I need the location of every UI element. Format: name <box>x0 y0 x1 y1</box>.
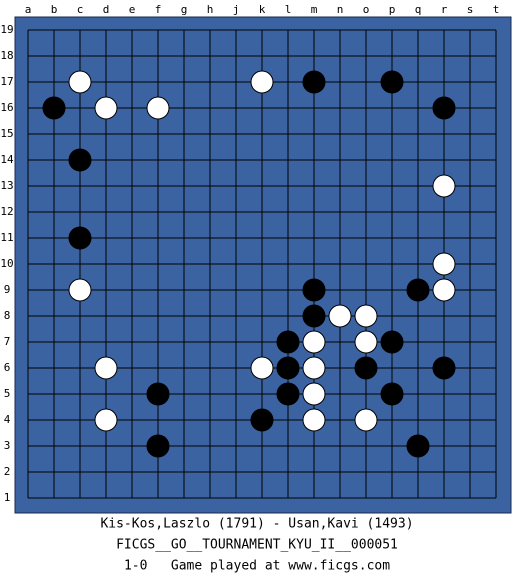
column-label: q <box>415 3 422 16</box>
white-stone <box>302 382 326 406</box>
white-stone <box>354 330 378 354</box>
row-label: 18 <box>0 49 13 62</box>
black-stone <box>432 356 456 380</box>
column-label: k <box>259 3 266 16</box>
row-label: 4 <box>4 413 11 426</box>
row-label: 1 <box>4 491 11 504</box>
row-label: 16 <box>0 101 13 114</box>
white-stone <box>94 356 118 380</box>
result: 1-0 Game played at www.ficgs.com <box>124 559 390 574</box>
black-stone <box>354 356 378 380</box>
row-label: 11 <box>0 231 13 244</box>
column-label: d <box>103 3 110 16</box>
column-label: c <box>77 3 84 16</box>
column-label: j <box>233 3 240 16</box>
row-label: 13 <box>0 179 13 192</box>
column-label: n <box>337 3 344 16</box>
event: FICGS__GO__TOURNAMENT_KYU_II__000051 <box>116 538 398 553</box>
black-stone <box>406 278 430 302</box>
white-stone <box>94 96 118 120</box>
row-label: 7 <box>4 335 11 348</box>
row-label: 6 <box>4 361 11 374</box>
row-label: 17 <box>0 75 13 88</box>
black-stone <box>302 304 326 328</box>
row-label: 3 <box>4 439 11 452</box>
black-stone <box>302 278 326 302</box>
black-stone <box>432 96 456 120</box>
white-stone <box>302 330 326 354</box>
black-stone <box>42 96 66 120</box>
row-label: 12 <box>0 205 13 218</box>
black-stone <box>250 408 274 432</box>
column-label: r <box>441 3 448 16</box>
row-label: 15 <box>0 127 13 140</box>
row-label: 8 <box>4 309 11 322</box>
black-stone <box>380 330 404 354</box>
players: Kis-Kos,Laszlo (1791) - Usan,Kavi (1493) <box>100 517 413 532</box>
black-stone <box>276 330 300 354</box>
column-label: s <box>467 3 474 16</box>
black-stone <box>276 382 300 406</box>
white-stone <box>432 278 456 302</box>
white-stone <box>94 408 118 432</box>
white-stone <box>302 408 326 432</box>
row-label: 10 <box>0 257 13 270</box>
white-stone <box>146 96 170 120</box>
black-stone <box>68 148 92 172</box>
column-label: f <box>155 3 162 16</box>
row-label: 5 <box>4 387 11 400</box>
white-stone <box>328 304 352 328</box>
column-label: g <box>181 3 188 16</box>
column-label: l <box>285 3 292 16</box>
row-label: 9 <box>4 283 11 296</box>
black-stone <box>380 70 404 94</box>
column-label: m <box>311 3 318 16</box>
black-stone <box>380 382 404 406</box>
column-label: e <box>129 3 136 16</box>
column-label: t <box>493 3 500 16</box>
white-stone <box>68 70 92 94</box>
row-label: 14 <box>0 153 14 166</box>
column-label: b <box>51 3 58 16</box>
white-stone <box>432 252 456 276</box>
black-stone <box>146 434 170 458</box>
black-stone <box>68 226 92 250</box>
white-stone <box>250 356 274 380</box>
column-label: a <box>25 3 32 16</box>
white-stone <box>250 70 274 94</box>
column-label: o <box>363 3 370 16</box>
white-stone <box>68 278 92 302</box>
white-stone <box>354 408 378 432</box>
white-stone <box>354 304 378 328</box>
column-label: p <box>389 3 396 16</box>
black-stone <box>406 434 430 458</box>
white-stone <box>302 356 326 380</box>
black-stone <box>276 356 300 380</box>
white-stone <box>432 174 456 198</box>
row-label: 19 <box>0 23 13 36</box>
column-label: h <box>207 3 214 16</box>
black-stone <box>146 382 170 406</box>
black-stone <box>302 70 326 94</box>
row-label: 2 <box>4 465 11 478</box>
